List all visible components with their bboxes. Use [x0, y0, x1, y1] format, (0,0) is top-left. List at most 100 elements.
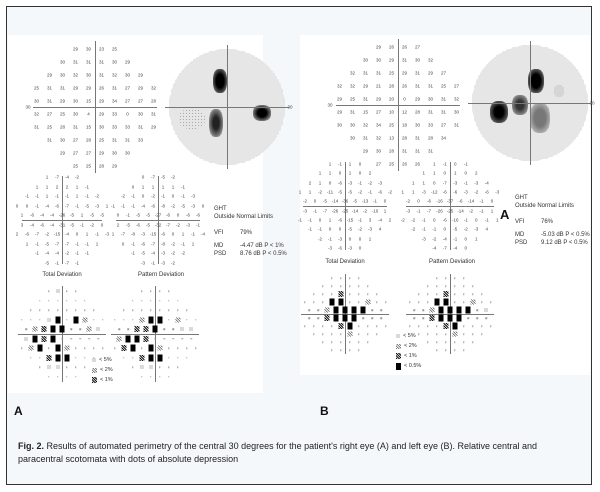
total-deviation-b-value: -3 [347, 180, 353, 186]
threshold-b-value: 25 [388, 70, 395, 75]
pattern-deviation-b-value: -2 [411, 226, 416, 232]
pattern-deviation-b-value: 0 [432, 180, 436, 186]
total-deviation-b-value: -2 [317, 189, 323, 195]
threshold-b-value: 26 [401, 161, 408, 166]
total-probability-b-symbol [303, 301, 306, 303]
total-probability-b-symbol [347, 331, 352, 337]
pattern-prob-b-v-axis [450, 274, 451, 354]
total-deviation-b-value: -5 [347, 189, 353, 195]
pattern-deviation-b-value: -1 [421, 226, 426, 232]
pattern-probability-a-symbol [175, 317, 180, 323]
total-deviation-a-value: -7 [64, 241, 70, 247]
total-probability-a-symbol [82, 317, 87, 323]
pattern-dev-a-v-axis [158, 176, 159, 264]
pattern-deviation-a-value: -6 [135, 222, 141, 228]
legend-item: < 1% [396, 351, 421, 361]
total-deviation-a-value: -3 [104, 231, 110, 237]
total-deviation-b-value: -2 [357, 226, 363, 232]
total-deviation-b-value: 2 [388, 217, 392, 223]
threshold-a-value: 0 [126, 111, 129, 116]
pattern-probability-b-symbol [462, 349, 465, 351]
total-deviation-a-value: -1 [74, 250, 80, 256]
pattern-probability-b-symbol [453, 277, 456, 279]
total-probability-b-symbol [366, 325, 369, 327]
pattern-deviation-b-value: -16 [436, 198, 443, 204]
threshold-a-value: 31 [85, 59, 92, 64]
total-deviation-b-value: 1 [348, 170, 352, 176]
pattern-probability-b-symbol [413, 309, 415, 311]
total-deviation-a-value: 0 [25, 203, 29, 209]
pattern-probability-a-symbol [125, 335, 131, 343]
total-deviation-b-value: -14 [331, 198, 339, 204]
total-probability-a-symbol [25, 328, 27, 330]
total-deviation-b-value: -14 [351, 208, 359, 214]
total-probability-a-symbol [47, 300, 50, 302]
threshold-b-value: 13 [388, 135, 395, 140]
pattern-dev-b-v-axis [450, 162, 451, 250]
total-probability-a-symbol [65, 319, 68, 321]
pattern-probability-b-symbol [489, 325, 492, 327]
pattern-deviation-b-value: -3 [405, 208, 411, 214]
pattern-deviation-a-value: -2 [170, 260, 176, 266]
pattern-deviation-a-value: 0 [176, 212, 180, 218]
pattern-probability-a-symbol [167, 366, 170, 368]
threshold-a-value: 27 [124, 98, 131, 103]
total-deviation-b-value: -13 [361, 198, 369, 204]
total-deviation-b-value: 1 [318, 170, 322, 176]
pattern-deviation-a-value: 1 [111, 231, 115, 237]
total-probability-b-symbol [366, 285, 369, 287]
total-deviation-a-value: -4 [44, 203, 50, 209]
pattern-probability-a-symbol [139, 354, 144, 361]
total-deviation-b-value: 0 [328, 180, 332, 186]
pattern-probability-b-symbol [426, 341, 429, 343]
pattern-deviation-a-value: -3 [190, 203, 196, 209]
total-probability-a-symbol [86, 326, 92, 332]
total-deviation-b-value: 0 [358, 245, 362, 251]
threshold-a-value: 31 [72, 59, 79, 64]
pattern-probability-a-symbol [113, 319, 116, 321]
total-deviation-b-value: 1 [328, 170, 332, 176]
probability-symbol-icon [92, 358, 96, 362]
total-probability-a-symbol [47, 290, 50, 292]
total-deviation-b-value: 1 [328, 217, 332, 223]
pattern-deviation-a-value: -4 [200, 231, 206, 237]
threshold-b-value: 30 [414, 122, 421, 127]
pattern-probability-a-symbol [167, 376, 170, 378]
pattern-probability-a-symbol [152, 325, 158, 333]
total-probability-a-symbol [70, 338, 72, 340]
total-probability-a-symbol [38, 357, 41, 359]
total-deviation-a-value: -6 [29, 212, 35, 218]
pattern-deviation-b-value: -1 [463, 180, 468, 186]
pattern-probability-a-symbol [134, 335, 140, 343]
pattern-deviation-a-value: -1 [180, 241, 186, 247]
threshold-b-value: 29 [375, 44, 382, 49]
total-probability-a-symbol [47, 376, 50, 378]
total-deviation-a-value: -1 [34, 250, 40, 256]
pattern-deviation-b-value: -16 [451, 217, 459, 223]
total-deviation-a-value: 1 [105, 203, 109, 209]
pattern-deviation-a-value: -32 [154, 222, 162, 228]
total-deviation-b-value: -3 [327, 245, 333, 251]
total-probability-b-symbol [333, 306, 339, 314]
total-probability-a-symbol [74, 366, 77, 368]
total-deviation-a-value: 1 [75, 193, 79, 199]
total-probability-b-symbol [339, 277, 342, 279]
total-probability-a-symbol [56, 376, 59, 378]
threshold-a-value: 29 [111, 163, 118, 168]
total-deviation-b-value: -1 [307, 226, 313, 232]
pattern-probability-a-symbol [158, 366, 161, 368]
total-deviation-a-value: 1 [45, 193, 49, 199]
pattern-deviation-a-value: -1 [130, 250, 136, 256]
pattern-probability-b-symbol [426, 285, 429, 287]
total-deviation-b-value: -7 [322, 208, 328, 214]
pattern-deviation-a-value: 1 [161, 184, 165, 190]
pattern-deviation-a-value: -4 [140, 203, 146, 209]
threshold-b-value: 31 [427, 83, 434, 88]
total-probability-b-symbol [339, 285, 342, 287]
total-deviation-a-value: 1 [85, 231, 89, 237]
threshold-a-value: 25 [72, 163, 79, 168]
pattern-probability-a-symbol [190, 338, 192, 340]
pattern-deviation-b-value: -2 [405, 198, 411, 204]
total-deviation-b-value: -1 [357, 217, 363, 223]
total-deviation-b-value: -4 [377, 217, 383, 223]
